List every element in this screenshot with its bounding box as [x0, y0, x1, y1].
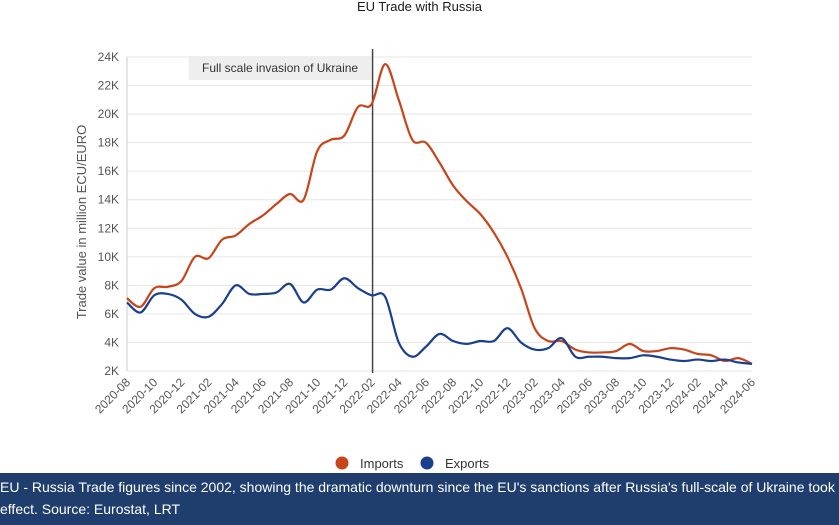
chart-title: EU Trade with Russia	[357, 0, 482, 14]
y-axis-ticks: 2K 4K 6K 8K 10K 12K 14K 16K 18K 20K 22K 24K	[98, 50, 119, 378]
line-chart: 2K 4K 6K 8K 10K 12K 14K 16K 18K 20K 22K 24K 2020-08…	[74, 49, 758, 471]
annotation-box	[188, 56, 372, 80]
caption-line-1: EU - Russia Trade figures since 2002, sh…	[0, 479, 835, 495]
y-tick-label: 6K	[104, 307, 119, 321]
legend-label: Exports	[445, 456, 490, 471]
legend-label: Imports	[360, 456, 404, 471]
y-tick-label: 24K	[98, 50, 119, 64]
x-axis-ticks: 2020-082020-102020-122021-022021-042021-…	[92, 375, 758, 416]
legend-item-imports: Imports	[335, 456, 404, 471]
y-tick-label: 14K	[98, 193, 119, 207]
y-tick-label: 10K	[98, 250, 119, 264]
legend-item-exports: Exports	[420, 456, 490, 471]
legend-marker	[420, 456, 434, 470]
grid-lines	[126, 56, 752, 372]
y-tick-label: 18K	[98, 136, 119, 150]
y-tick-label: 16K	[98, 164, 119, 178]
annotation: Full scale invasion of Ukraine	[188, 49, 374, 373]
y-tick-label: 8K	[104, 278, 119, 292]
figure-caption: EU - Russia Trade figures since 2002, sh…	[0, 473, 839, 525]
y-tick-label: 20K	[98, 107, 119, 121]
y-tick-label: 12K	[98, 221, 119, 235]
y-tick-label: 22K	[98, 79, 119, 93]
y-tick-label: 2K	[104, 364, 119, 378]
series-lines	[126, 63, 753, 365]
legend: Imports Exports	[335, 456, 490, 471]
y-axis-title: Trade value in million ECU/EURO	[74, 125, 89, 320]
caption-line-2: effect. Source: Eurostat, LRT	[0, 501, 181, 517]
y-tick-label: 4K	[104, 335, 119, 349]
series-line-exports	[126, 277, 753, 365]
series-line-imports	[126, 63, 753, 365]
annotation-label: Full scale invasion of Ukraine	[202, 61, 358, 75]
legend-marker	[335, 456, 349, 470]
